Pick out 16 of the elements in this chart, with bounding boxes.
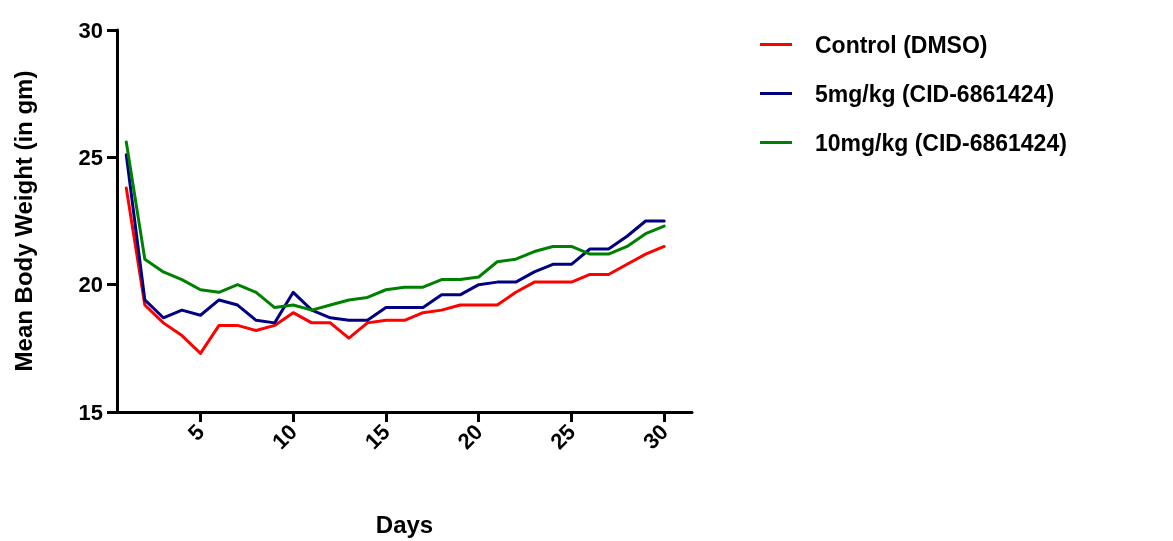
- y-axis-title: Mean Body Weight (in gm): [9, 70, 37, 372]
- y-tick-label: 25: [78, 144, 103, 170]
- x-tick-label: 25: [545, 419, 581, 455]
- legend-label: 5mg/kg (CID-6861424): [815, 80, 1055, 107]
- x-axis-title: Days: [375, 510, 434, 538]
- legend-label: 10mg/kg (CID-6861424): [815, 129, 1067, 156]
- legend-label: Control (DMSO): [815, 31, 988, 58]
- y-tick-label: 30: [78, 17, 103, 43]
- x-tick-label: 5: [182, 419, 210, 446]
- x-tick-label: 10: [267, 419, 303, 455]
- x-tick-label: 20: [452, 419, 488, 455]
- x-tick-label: 30: [638, 419, 674, 455]
- x-tick-label: 15: [359, 419, 395, 455]
- y-tick-label: 15: [78, 399, 103, 425]
- line-series: [124, 186, 666, 355]
- y-tick-label: 20: [78, 272, 103, 298]
